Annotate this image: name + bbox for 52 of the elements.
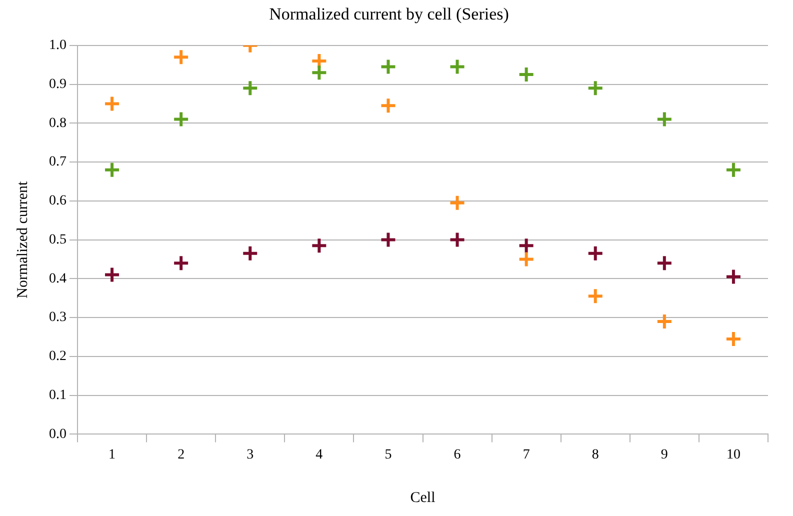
point bbox=[656, 110, 673, 128]
point bbox=[586, 80, 604, 97]
point bbox=[518, 66, 535, 84]
point bbox=[242, 80, 259, 97]
x-tick-label: 9 bbox=[660, 447, 668, 462]
point bbox=[380, 97, 397, 114]
y-tick-label: 0.8 bbox=[49, 116, 66, 131]
x-tick-label: 3 bbox=[246, 447, 254, 462]
x-tick-label: 7 bbox=[522, 447, 530, 462]
point bbox=[104, 266, 121, 284]
x-tick-label: 8 bbox=[592, 447, 599, 462]
y-tick-label: 0.2 bbox=[49, 349, 66, 364]
point bbox=[380, 231, 397, 248]
point bbox=[104, 95, 121, 112]
point bbox=[172, 254, 190, 272]
point bbox=[586, 244, 604, 262]
y-tick-label: 0.6 bbox=[49, 194, 66, 209]
point bbox=[448, 231, 466, 248]
x-tick-label: 2 bbox=[178, 447, 185, 462]
point bbox=[518, 237, 535, 254]
point bbox=[104, 161, 121, 178]
point bbox=[724, 161, 742, 178]
point bbox=[724, 268, 742, 286]
x-tick-label: 6 bbox=[454, 447, 461, 462]
x-tick-label: 10 bbox=[726, 447, 740, 462]
point bbox=[448, 194, 466, 212]
x-tick-label: 4 bbox=[316, 447, 323, 462]
point bbox=[586, 288, 604, 305]
y-tick-label: 0.3 bbox=[49, 310, 66, 326]
point bbox=[380, 58, 397, 76]
x-axis-title: Cell bbox=[410, 490, 436, 506]
y-tick-label: 1.0 bbox=[49, 38, 66, 54]
point bbox=[310, 64, 328, 82]
point bbox=[310, 237, 328, 254]
y-tick-label: 0.9 bbox=[49, 76, 66, 92]
point bbox=[724, 330, 742, 348]
point bbox=[656, 312, 673, 330]
y-tick-label: 0.7 bbox=[49, 154, 66, 170]
y-tick-label: 0.1 bbox=[49, 388, 66, 403]
y-tick-label: 0.0 bbox=[49, 426, 66, 442]
x-tick-label: 1 bbox=[108, 447, 116, 462]
point bbox=[448, 58, 466, 76]
y-axis-title: Normalized current bbox=[14, 180, 31, 298]
point bbox=[518, 250, 535, 268]
point bbox=[656, 254, 673, 272]
chart-title: Normalized current by cell (Series) bbox=[269, 4, 509, 24]
point bbox=[172, 110, 190, 128]
y-tick-label: 0.4 bbox=[49, 271, 66, 286]
point bbox=[172, 48, 190, 66]
x-tick-label: 5 bbox=[384, 447, 392, 462]
y-tick-label: 0.5 bbox=[49, 232, 66, 248]
point bbox=[242, 244, 259, 262]
